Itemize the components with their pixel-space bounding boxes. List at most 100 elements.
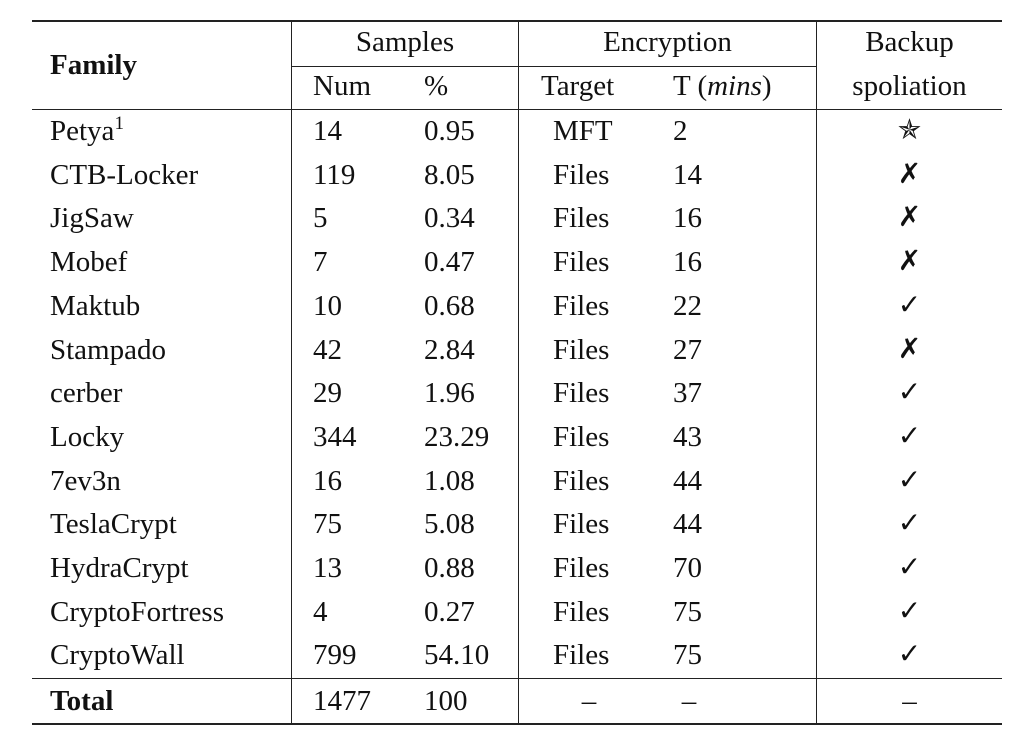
row-num-text: 4 (313, 595, 328, 628)
row-target: Files (553, 334, 609, 366)
row-time: 75 (673, 596, 702, 628)
row-time-text: 27 (673, 333, 702, 366)
row-target: Files (553, 159, 609, 191)
row-num: 14 (313, 115, 342, 147)
row-family-text: Locky (50, 420, 125, 453)
row-pct: 0.27 (424, 596, 475, 628)
row-family: JigSaw (50, 202, 134, 234)
row-num: 42 (313, 334, 342, 366)
row-time: 27 (673, 334, 702, 366)
row-target: Files (553, 465, 609, 497)
row-pct: 1.08 (424, 465, 475, 497)
row-num: 799 (313, 639, 357, 671)
row-target: MFT (553, 115, 613, 147)
cross-icon: ✗ (897, 200, 922, 234)
row-time-text: 2 (673, 115, 688, 147)
header-time: T (mins) (673, 70, 772, 102)
top-rule (32, 20, 1002, 22)
row-family: Maktub (50, 290, 140, 322)
row-num: 5 (313, 202, 328, 234)
row-num: 344 (313, 421, 357, 453)
header-backup-line1: Backup (865, 26, 954, 58)
row-target: Files (553, 377, 609, 409)
row-target-text: Files (553, 333, 610, 366)
row-target: Files (553, 508, 609, 540)
row-num: 13 (313, 552, 342, 584)
row-family-text: Mobef (50, 246, 128, 279)
row-family: 7ev3n (50, 465, 121, 497)
row-time: 2 (673, 115, 688, 147)
check-icon: ✓ (897, 550, 922, 583)
col-divider-family (291, 20, 293, 725)
header-time-unit: mins (707, 70, 762, 102)
row-target: Files (553, 202, 609, 234)
row-family: Petya1 (50, 113, 124, 151)
row-target-text: Files (553, 377, 610, 410)
row-pct-text: 0.95 (424, 115, 475, 147)
row-time: 16 (673, 246, 702, 278)
row-target-text: Files (553, 246, 610, 279)
row-time-text: 70 (673, 552, 702, 584)
row-pct: 0.68 (424, 290, 475, 322)
row-pct: 0.88 (424, 552, 475, 584)
cross-icon: ✗ (897, 331, 922, 365)
col-divider-samples (518, 20, 520, 725)
row-num-text: 29 (313, 377, 342, 410)
row-time: 70 (673, 552, 702, 584)
row-time-text: 43 (673, 420, 702, 453)
check-icon: ✓ (897, 637, 922, 671)
bottom-rule (32, 723, 1002, 725)
row-pct-text: 0.68 (424, 289, 475, 322)
row-num: 119 (313, 159, 355, 191)
row-pct: 1.96 (424, 377, 475, 409)
row-pct: 0.95 (424, 115, 475, 147)
row-num: 10 (313, 290, 342, 322)
row-target: Files (553, 596, 609, 628)
header-midrule (292, 66, 816, 68)
row-pct: 2.84 (424, 334, 475, 366)
row-time: 44 (673, 508, 702, 540)
check-icon: ✓ (897, 418, 922, 452)
row-time-text: 37 (673, 377, 702, 410)
row-pct-text: 2.84 (424, 333, 475, 366)
row-time-text: 44 (673, 508, 702, 541)
header-encryption: Encryption (603, 26, 732, 58)
row-num-text: 10 (313, 289, 342, 322)
row-pct: 0.47 (424, 246, 475, 278)
header-time-suffix: ) (761, 70, 772, 102)
cross-icon: ✗ (897, 244, 922, 278)
row-target: Files (553, 552, 609, 584)
row-family: CryptoWall (50, 639, 185, 671)
row-family-text: CryptoFortress (50, 595, 224, 628)
row-target: Files (553, 290, 609, 322)
row-family-text: HydraCrypt (50, 552, 189, 584)
row-time-text: 16 (673, 246, 702, 279)
row-pct: 8.05 (424, 159, 475, 191)
row-time-text: 44 (673, 464, 702, 497)
row-num: 16 (313, 465, 342, 497)
header-rule (32, 109, 1002, 111)
row-target-text: Files (553, 420, 610, 453)
row-family-text: Petya (50, 115, 115, 147)
check-icon: ✓ (897, 287, 922, 321)
row-target-text: Files (553, 202, 610, 235)
row-family: CryptoFortress (50, 596, 224, 628)
row-pct-text: 8.05 (424, 158, 475, 191)
row-target: Files (553, 246, 609, 278)
row-target-text: Files (553, 508, 610, 541)
row-family-text: cerber (50, 377, 123, 410)
row-target: Files (553, 639, 609, 671)
row-num: 29 (313, 377, 342, 409)
header-target: Target (541, 70, 615, 102)
row-pct-text: 5.08 (424, 508, 475, 541)
row-time-text: 75 (673, 595, 702, 628)
row-target-text: Files (553, 639, 610, 672)
header-backup-line2: spoliation (852, 70, 967, 102)
row-pct-text: 0.88 (424, 552, 475, 584)
row-family-text: JigSaw (50, 202, 134, 235)
row-target-text: Files (553, 464, 610, 497)
row-family-text: CryptoWall (50, 639, 185, 672)
row-time-text: 16 (673, 202, 702, 235)
row-family-text: TeslaCrypt (50, 508, 177, 541)
header-num: Num (313, 70, 371, 102)
